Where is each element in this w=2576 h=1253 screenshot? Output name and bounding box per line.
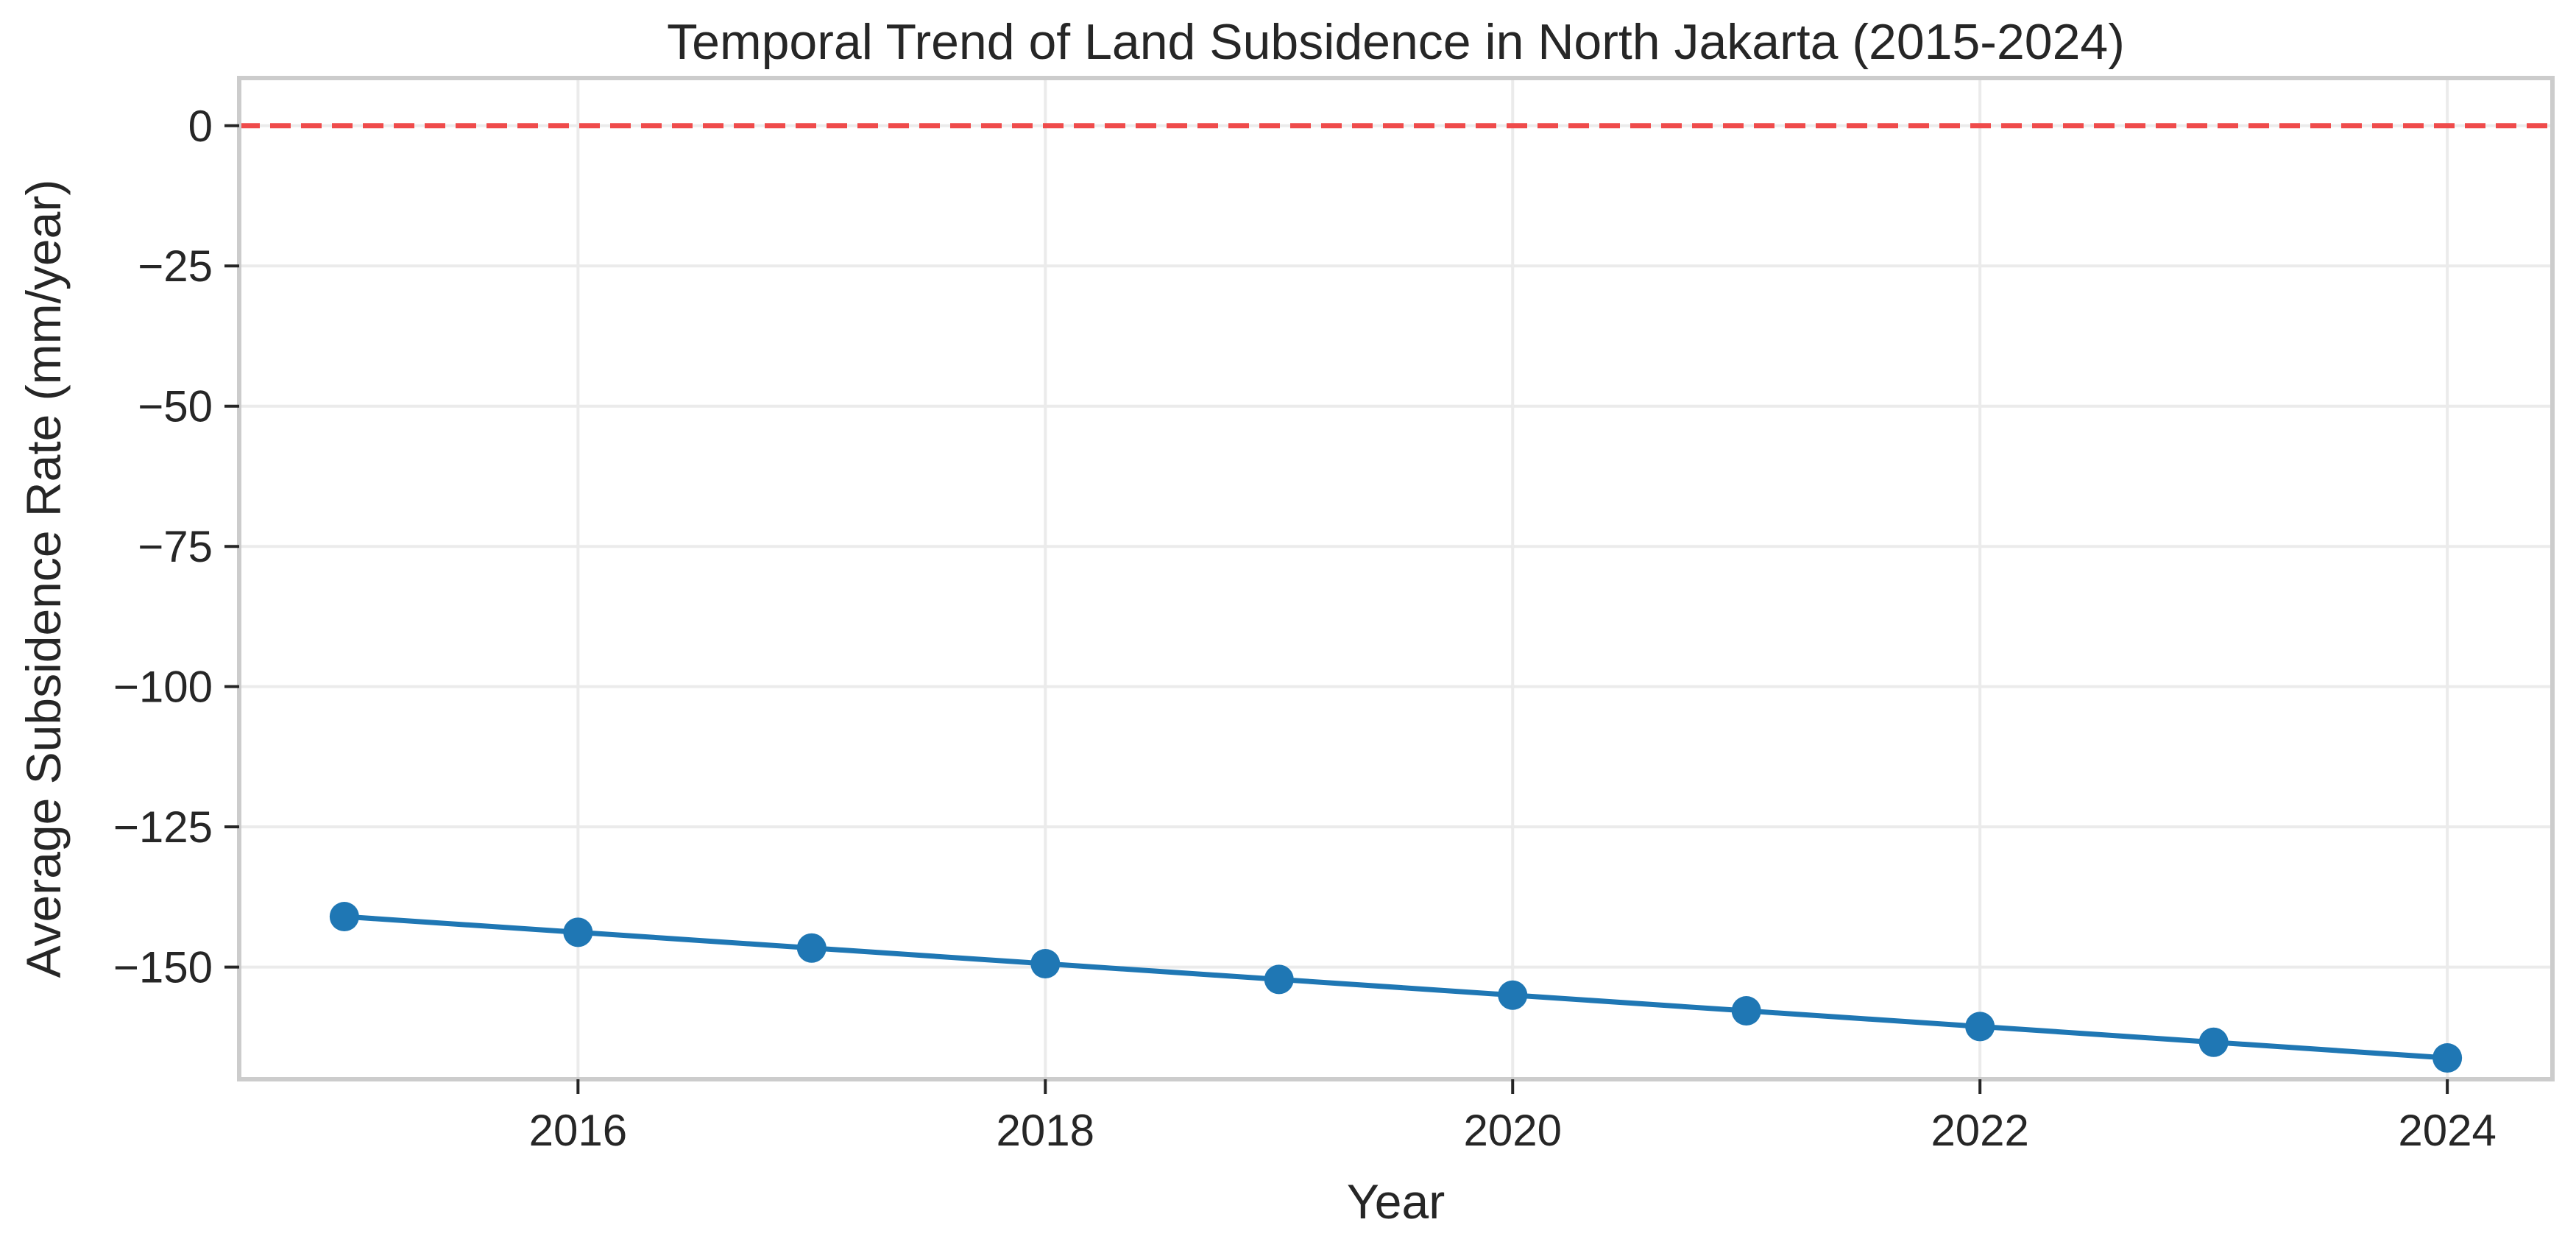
y-axis-title: Average Subsidence Rate (mm/year) xyxy=(16,180,71,978)
data-point xyxy=(563,917,593,947)
data-point xyxy=(1264,964,1294,995)
data-point xyxy=(2198,1027,2229,1057)
data-point xyxy=(796,933,827,963)
y-tick-label: −100 xyxy=(113,663,213,712)
y-tick-label: −75 xyxy=(138,522,213,571)
x-tick-label: 2016 xyxy=(529,1106,627,1155)
x-tick-label: 2022 xyxy=(1931,1106,2028,1155)
x-axis-title: Year xyxy=(1347,1174,1445,1229)
data-point xyxy=(1965,1012,1995,1042)
y-tick-label: −150 xyxy=(113,943,213,992)
data-point xyxy=(1498,980,1528,1010)
x-tick-label: 2024 xyxy=(2398,1106,2496,1155)
y-tick-label: 0 xyxy=(188,102,213,151)
y-tick-label: −50 xyxy=(138,382,213,431)
y-axis-ticks: 0 −25 −50 −75 −100 −125 −150 xyxy=(113,102,239,992)
chart-title: Temporal Trend of Land Subsidence in Nor… xyxy=(667,14,2125,70)
series-group xyxy=(329,902,2463,1073)
data-point xyxy=(2432,1043,2463,1073)
x-axis-ticks: 2016 2018 2020 2022 2024 xyxy=(529,1079,2497,1155)
series-line xyxy=(344,914,2448,1061)
data-point xyxy=(1731,996,1761,1026)
data-point xyxy=(329,902,359,932)
data-point xyxy=(1030,949,1061,979)
x-tick-label: 2020 xyxy=(1463,1106,1561,1155)
grid-lines xyxy=(239,78,2552,1079)
y-tick-label: −125 xyxy=(113,802,213,852)
x-tick-label: 2018 xyxy=(997,1106,1094,1155)
y-tick-label: −25 xyxy=(138,241,213,291)
plot-area-frame xyxy=(237,76,2555,1081)
